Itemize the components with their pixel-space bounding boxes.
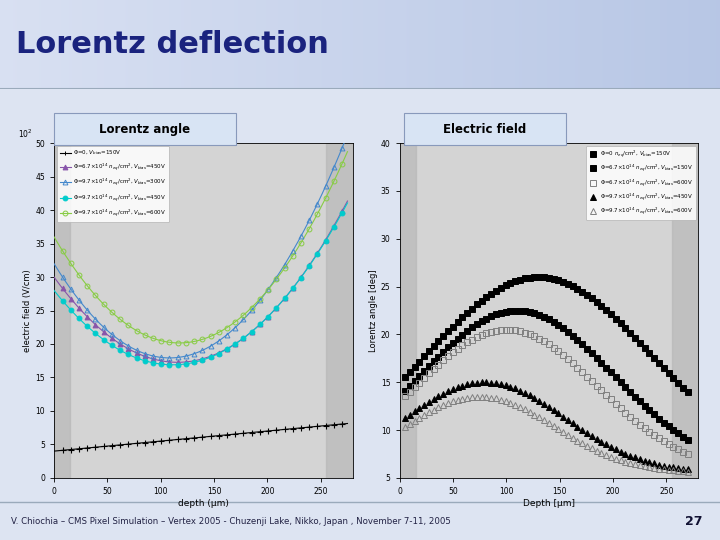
Text: $10^2$: $10^2$ [18, 127, 33, 140]
Bar [326, 143, 353, 478]
Text: 27: 27 [685, 515, 702, 528]
Legend: $\Phi$=0, $V_{bias}$=150V, $\Phi$=6.7$\times$10$^{14}$ $n_{eq}$/cm$^2$, $V_{bias: $\Phi$=0, $V_{bias}$=150V, $\Phi$=6.7$\t… [57, 146, 169, 222]
X-axis label: depth (μm): depth (μm) [178, 499, 229, 508]
Bar [54, 143, 70, 478]
X-axis label: Depth [μm]: Depth [μm] [523, 499, 575, 508]
Bar [400, 143, 415, 478]
Bar [672, 143, 698, 478]
Y-axis label: electric field (V/cm): electric field (V/cm) [24, 269, 32, 352]
Text: Lorentz angle: Lorentz angle [99, 123, 191, 136]
Y-axis label: Lorentz angle [deg]: Lorentz angle [deg] [369, 269, 378, 352]
Text: Electric field: Electric field [444, 123, 526, 136]
Legend: $\Phi$=0 $n_{eq}$/cm$^2$, $V_{bias}$=150V, $\Phi$=6.7$\times$10$^{14}$ $n_{eq}$/: $\Phi$=0 $n_{eq}$/cm$^2$, $V_{bias}$=150… [586, 146, 696, 220]
FancyBboxPatch shape [54, 113, 236, 145]
Text: V. Chiochia – CMS Pixel Simulation – Vertex 2005 - Chuzenji Lake, Nikko, Japan ,: V. Chiochia – CMS Pixel Simulation – Ver… [11, 517, 451, 526]
FancyBboxPatch shape [404, 113, 566, 145]
Text: Lorentz deflection: Lorentz deflection [16, 30, 329, 59]
